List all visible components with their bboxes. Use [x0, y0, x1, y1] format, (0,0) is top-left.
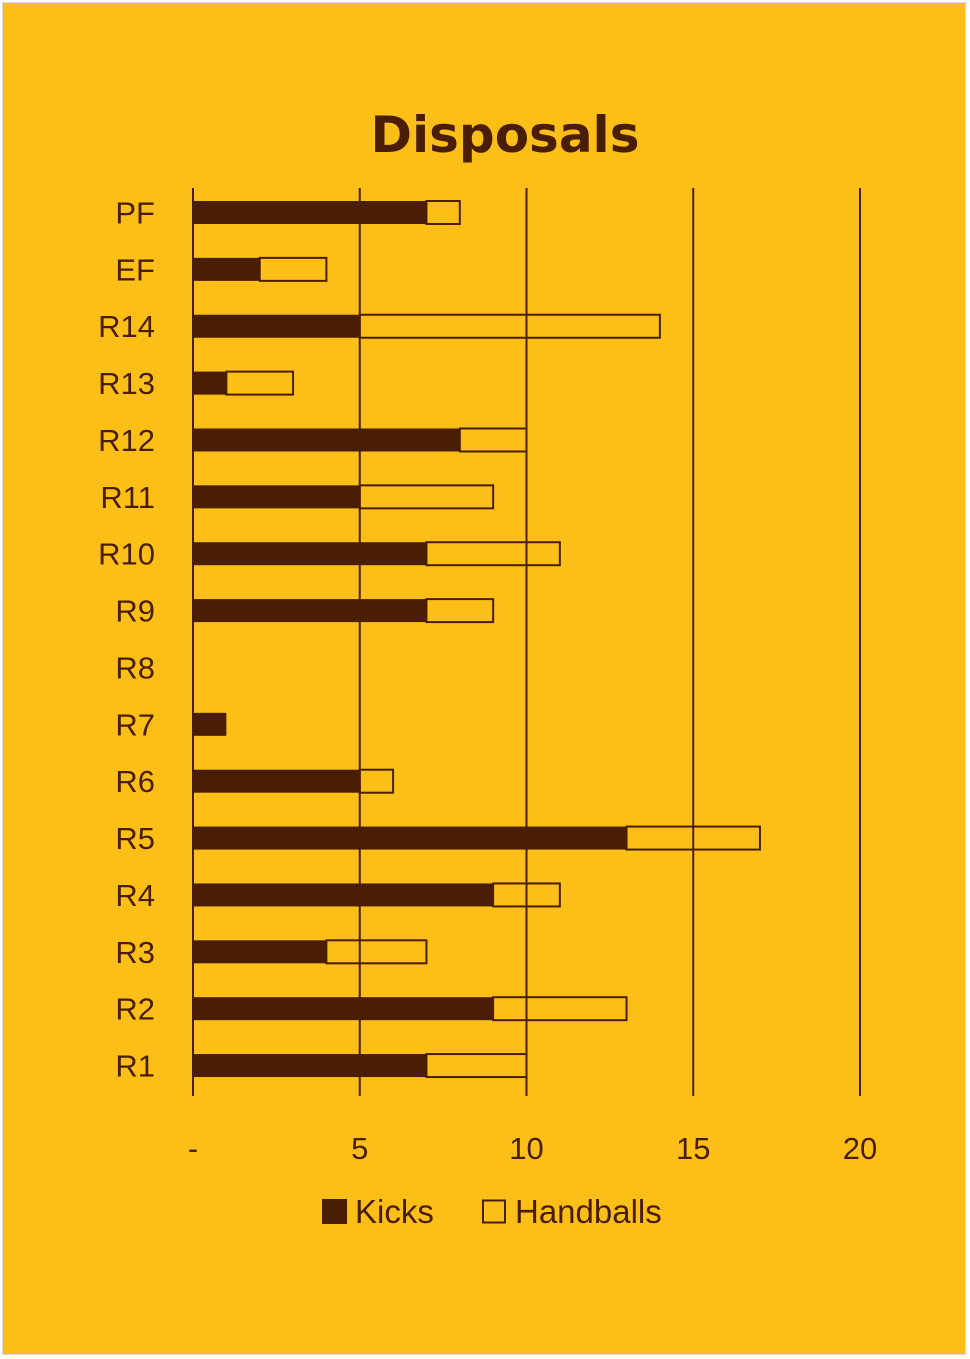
category-label: R11 [100, 480, 155, 515]
category-label: EF [115, 252, 155, 287]
category-label: R5 [115, 821, 155, 856]
x-tick-label: 10 [509, 1131, 543, 1166]
value-axis-labels: - 5 10 15 20 [188, 1131, 877, 1166]
bar-handballs-r13 [225, 370, 295, 396]
x-tick-label: - [188, 1131, 198, 1166]
bar-kicks-r13 [193, 371, 227, 395]
bar-kicks-ef [193, 257, 260, 281]
category-label: R1 [115, 1049, 155, 1084]
category-label: R8 [115, 650, 155, 685]
bar-handballs-r5 [625, 825, 761, 851]
bar-kicks-r6 [193, 769, 360, 793]
bar-handballs-r11 [358, 484, 495, 510]
bar-kicks-r9 [193, 599, 427, 623]
disposals-chart: Disposals PF EF R14 R13 R12 R11 R10 R9 R8 R7 R6 R5 R… [98, 106, 877, 1230]
x-tick-label: 20 [843, 1131, 877, 1166]
bar-handballs-r12 [458, 427, 528, 453]
legend: Kicks Handballs [322, 1193, 662, 1230]
category-label: R10 [98, 537, 155, 572]
bar-kicks-pf [193, 201, 427, 224]
bar-kicks-r10 [193, 542, 427, 566]
category-label: R7 [115, 707, 155, 742]
category-label: R9 [115, 594, 155, 629]
category-axis-labels: PF EF R14 R13 R12 R11 R10 R9 R8 R7 R6 R5 R4 R3 R2 R1 [98, 196, 155, 1084]
bar-kicks-r3 [193, 940, 327, 964]
bar-handballs-r3 [325, 939, 428, 965]
bar-handballs-r1 [425, 1053, 528, 1079]
category-label: R12 [98, 423, 155, 458]
bar-kicks-r11 [193, 485, 360, 509]
bar-kicks-r14 [193, 314, 360, 338]
category-label: R14 [98, 309, 155, 344]
category-label: R6 [115, 764, 155, 799]
bar-handballs-r4 [492, 882, 561, 908]
x-tick-label: 5 [351, 1131, 368, 1166]
bar-kicks-r4 [193, 883, 494, 907]
category-label: R4 [115, 878, 155, 913]
bar-series [193, 200, 761, 1079]
bar-kicks-r12 [193, 428, 460, 452]
bar-handballs-r9 [425, 598, 495, 624]
bar-handballs-r6 [358, 768, 395, 794]
bar-handballs-ef [258, 256, 328, 282]
legend-label-kicks: Kicks [355, 1193, 434, 1230]
bar-kicks-r5 [193, 826, 627, 850]
bar-handballs-pf [425, 200, 461, 225]
legend-label-handballs: Handballs [515, 1193, 662, 1230]
bar-kicks-r1 [193, 1054, 427, 1078]
bar-handballs-r14 [358, 313, 661, 339]
bar-kicks-r2 [193, 997, 494, 1021]
chart-title: Disposals [371, 106, 640, 164]
category-label: R13 [98, 366, 155, 401]
legend-swatch-handballs [482, 1199, 506, 1224]
category-label: R3 [115, 935, 155, 970]
category-label: R2 [115, 992, 155, 1027]
x-tick-label: 15 [676, 1131, 710, 1166]
bar-handballs-r10 [425, 541, 561, 567]
bar-kicks-r7 [193, 712, 227, 736]
bar-handballs-r2 [492, 996, 628, 1022]
legend-swatch-kicks [322, 1199, 347, 1224]
category-label: PF [115, 196, 155, 231]
